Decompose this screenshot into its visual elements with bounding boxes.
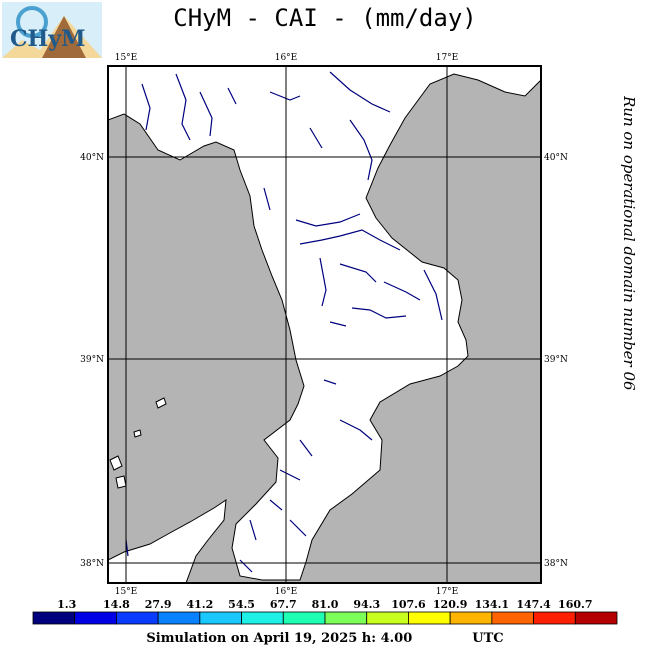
legend-swatch bbox=[282, 611, 326, 625]
lat-label-left-2: 39°N bbox=[80, 355, 104, 365]
legend-value-label: 67.7 bbox=[270, 598, 297, 611]
lon-label-bottom-3: 17°E bbox=[436, 587, 459, 597]
map-title: CHyM - CAI - (mm/day) bbox=[173, 4, 477, 32]
legend-swatch bbox=[533, 611, 576, 625]
legend-value-label: 147.4 bbox=[516, 598, 551, 611]
logo-text: CHyM bbox=[10, 26, 85, 52]
lat-label-left-3: 38°N bbox=[80, 559, 104, 569]
legend-value-label: 1.3 bbox=[57, 598, 76, 611]
utc-label: UTC bbox=[472, 631, 504, 646]
simulation-text: Simulation on April 19, 2025 h: 4.00 bbox=[146, 631, 413, 646]
legend-swatch bbox=[574, 611, 618, 625]
legend-value-label: 160.7 bbox=[558, 598, 592, 611]
legend-swatch bbox=[491, 611, 534, 625]
legend-value-label: 14.8 bbox=[103, 598, 130, 611]
island-1 bbox=[155, 397, 167, 409]
legend-value-label: 41.2 bbox=[186, 598, 213, 611]
legend-swatch bbox=[32, 611, 76, 625]
side-note: Run on operational domain number 06 bbox=[620, 95, 638, 442]
land-calabria bbox=[108, 66, 541, 581]
island-2 bbox=[133, 429, 142, 438]
legend-swatch bbox=[449, 611, 493, 625]
lon-label-top-1: 15°E bbox=[115, 53, 138, 63]
legend-swatch bbox=[199, 611, 242, 625]
lon-label-bottom-2: 16°E bbox=[275, 587, 298, 597]
lon-label-top-3: 17°E bbox=[436, 53, 459, 63]
side-note-text: Run on operational domain number 06 bbox=[620, 96, 638, 391]
lat-label-right-2: 39°N bbox=[544, 355, 568, 365]
lon-label-top-2: 16°E bbox=[275, 53, 298, 63]
legend-value-label: 27.9 bbox=[145, 598, 172, 611]
land-sicily bbox=[108, 498, 227, 583]
legend-swatch bbox=[366, 611, 409, 625]
legend-swatch bbox=[324, 611, 368, 625]
legend-swatch bbox=[74, 611, 117, 625]
legend-value-label: 54.5 bbox=[228, 598, 255, 611]
island-4 bbox=[115, 475, 127, 489]
river-network bbox=[125, 71, 443, 573]
map-frame bbox=[107, 65, 542, 584]
legend-swatch bbox=[408, 611, 451, 625]
simulation-footer: Simulation on April 19, 2025 h: 4.00 UTC bbox=[0, 631, 650, 646]
lon-tick-labels: 15°E 16°E 17°E 15°E 16°E 17°E bbox=[115, 53, 459, 597]
legend-swatch bbox=[157, 611, 201, 625]
legend-value-label: 107.6 bbox=[391, 598, 426, 611]
legend-swatch bbox=[241, 611, 284, 625]
graticule bbox=[108, 66, 541, 583]
color-scale-legend: 1.3 14.8 27.9 41.2 54.5 67.7 81.0 94.3 107.6 120.… bbox=[32, 598, 618, 625]
lat-tick-labels: 40°N 39°N 38°N 40°N 39°N 38°N bbox=[80, 153, 568, 569]
lon-label-bottom-1: 15°E bbox=[115, 587, 138, 597]
chym-logo: CHyM bbox=[2, 2, 102, 58]
lat-label-left-1: 40°N bbox=[80, 153, 104, 163]
legend-value-label: 81.0 bbox=[312, 598, 339, 611]
legend-swatch bbox=[116, 611, 159, 625]
lat-label-right-3: 38°N bbox=[544, 559, 568, 569]
island-3 bbox=[109, 455, 123, 471]
legend-value-label: 134.1 bbox=[475, 598, 509, 611]
lat-label-right-1: 40°N bbox=[544, 153, 568, 163]
legend-value-label: 120.9 bbox=[433, 598, 467, 611]
legend-value-label: 94.3 bbox=[353, 598, 380, 611]
